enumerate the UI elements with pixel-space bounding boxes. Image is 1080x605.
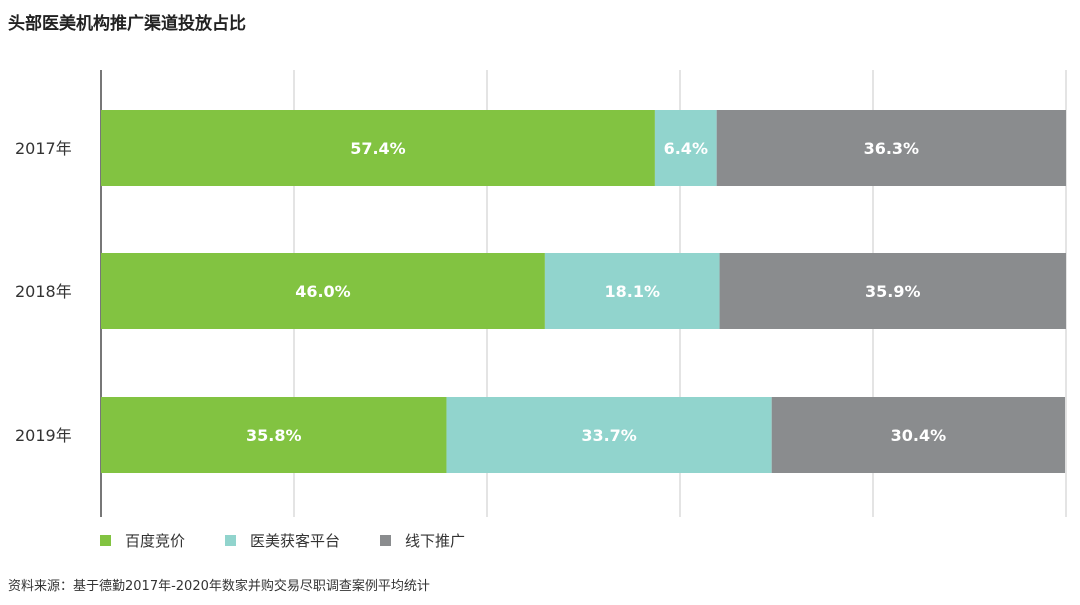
category-label: 2019年 [15,426,72,445]
data-label: 35.8% [246,426,302,445]
bar-segment [544,253,720,329]
bars [101,110,1066,473]
category-label: 2018年 [15,282,72,301]
bar-segment [101,397,447,473]
category-labels: 2017年 2018年 2019年 [15,139,72,445]
source-note: 资料来源：基于德勤2017年-2020年数家并购交易尽职调查案例平均统计 [8,579,430,594]
category-label: 2017年 [15,139,72,158]
data-label: 46.0% [295,282,351,301]
bar-segment [771,397,1066,473]
bar-segment [101,110,655,186]
bar-segment [654,110,717,186]
bar-segment [101,253,545,329]
chart-title: 头部医美机构推广渠道投放占比 [8,14,246,34]
data-label: 33.7% [581,426,637,445]
data-labels: 57.4% 6.4% 36.3% 46.0% 18.1% 35.9% 35.8% 33.7% 3… [246,139,946,445]
data-label: 36.3% [864,139,920,158]
legend-swatch-offline [380,535,392,546]
bar-segment [446,397,772,473]
data-label: 6.4% [664,139,708,158]
legend-swatch-platform [225,535,237,546]
legend-label-baidu: 百度竞价 [125,532,186,550]
legend-item-offline: 线下推广 [380,530,465,551]
bar-segment [719,253,1066,329]
legend: 百度竞价 医美获客平台 线下推广 [100,530,505,551]
legend-swatch-baidu [100,535,111,546]
legend-label-offline: 线下推广 [405,532,466,550]
data-label: 18.1% [604,282,660,301]
legend-item-platform: 医美获客平台 [225,530,340,551]
bar-segment [716,110,1066,186]
stacked-bar-chart: 57.4% 6.4% 36.3% 46.0% 18.1% 35.9% 35.8% 33.7% 3… [15,70,1067,517]
legend-label-platform: 医美获客平台 [250,532,341,550]
data-label: 35.9% [865,282,921,301]
data-label: 30.4% [891,426,947,445]
data-label: 57.4% [350,139,406,158]
legend-item-baidu: 百度竞价 [100,530,185,551]
